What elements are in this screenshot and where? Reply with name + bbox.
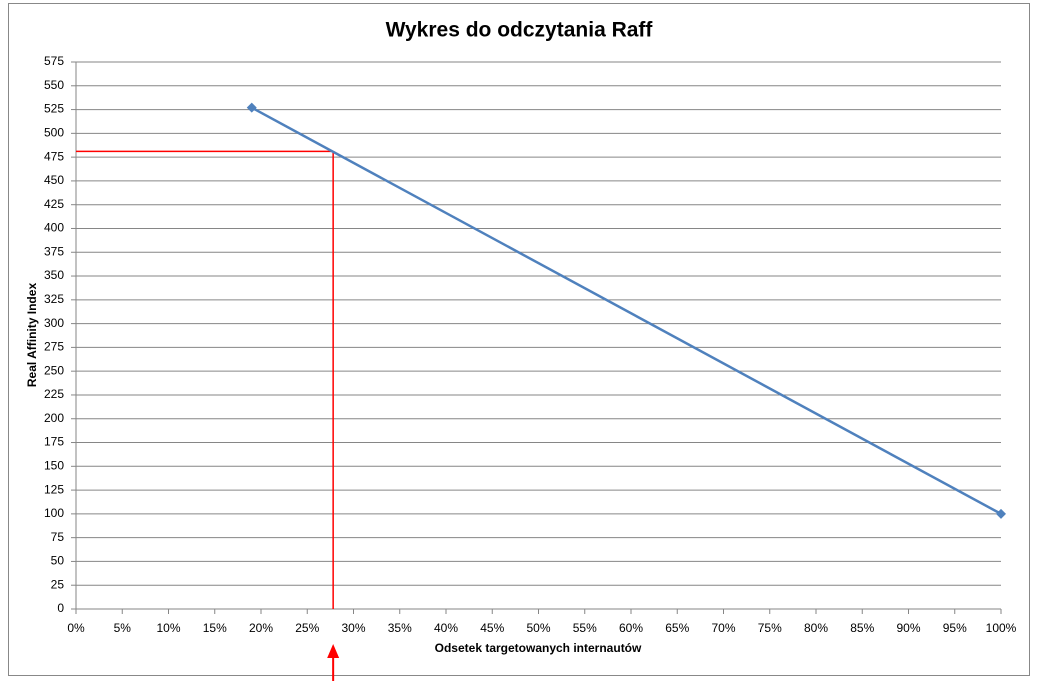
y-tick-label: 400 (44, 221, 64, 235)
y-tick-label: 100 (44, 506, 64, 520)
x-tick-label: 35% (388, 621, 412, 635)
y-tick-label: 500 (44, 126, 64, 140)
y-tick-label: 475 (44, 149, 64, 163)
y-tick-label: 325 (44, 292, 64, 306)
x-tick-label: 60% (619, 621, 643, 635)
y-tick-label: 350 (44, 268, 64, 282)
x-tick-label: 40% (434, 621, 458, 635)
y-tick-label: 125 (44, 482, 64, 496)
y-tick-label: 425 (44, 197, 64, 211)
y-tick-label: 550 (44, 78, 64, 92)
chart-title: Wykres do odczytania Raff (386, 19, 654, 42)
y-tick-label: 250 (44, 363, 64, 377)
x-tick-label: 0% (67, 621, 85, 635)
y-tick-label: 225 (44, 387, 64, 401)
x-tick-label: 55% (573, 621, 597, 635)
y-tick-label: 75 (51, 530, 65, 544)
data-point (996, 508, 1006, 519)
x-tick-label: 85% (850, 621, 874, 635)
x-axis-title: Odsetek targetowanych internautów (435, 641, 642, 655)
x-tick-label: 5% (114, 621, 132, 635)
x-tick-label: 30% (341, 621, 365, 635)
x-tick-label: 15% (203, 621, 227, 635)
y-tick-label: 200 (44, 411, 64, 425)
series-line (251, 106, 1002, 515)
x-tick-label: 50% (526, 621, 550, 635)
x-tick-label: 65% (665, 621, 689, 635)
x-tick-label: 45% (480, 621, 504, 635)
y-tick-label: 525 (44, 102, 64, 116)
y-tick-label: 375 (44, 244, 64, 258)
x-tick-label: 100% (986, 621, 1017, 635)
y-tick-label: 50 (51, 554, 65, 568)
y-tick-label: 275 (44, 340, 64, 354)
y-tick-label: 175 (44, 435, 64, 449)
y-tick-label: 575 (44, 54, 64, 68)
data-point (246, 102, 257, 113)
y-tick-label: 450 (44, 173, 64, 187)
x-tick-label: 75% (758, 621, 782, 635)
x-tick-label: 70% (711, 621, 735, 635)
x-tick-label: 20% (249, 621, 273, 635)
chart-border (8, 3, 1030, 676)
x-tick-label: 10% (156, 621, 180, 635)
y-tick-label: 0 (57, 601, 64, 615)
y-tick-label: 150 (44, 458, 64, 472)
y-tick-label: 25 (51, 577, 65, 591)
x-tick-label: 80% (804, 621, 828, 635)
reference-arrow-head (327, 644, 340, 658)
y-axis-title: Real Affinity Index (25, 283, 39, 388)
x-tick-label: 90% (896, 621, 920, 635)
y-tick-label: 300 (44, 316, 64, 330)
x-tick-label: 25% (295, 621, 319, 635)
x-tick-label: 95% (943, 621, 967, 635)
